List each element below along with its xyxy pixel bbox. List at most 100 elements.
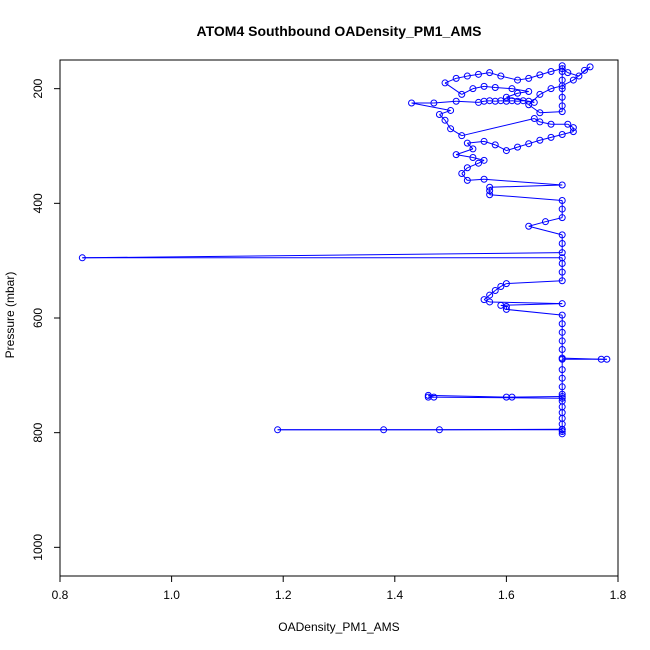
x-tick-label: 1.4 <box>386 588 403 602</box>
data-point <box>558 131 566 139</box>
data-point <box>514 143 522 151</box>
data-point <box>558 231 566 239</box>
series-line-segment <box>528 139 541 145</box>
data-point <box>486 69 494 77</box>
series-line-segment <box>539 136 552 141</box>
data-point <box>558 76 566 84</box>
data-point <box>558 374 566 382</box>
data-point <box>558 102 566 110</box>
data-point <box>569 124 577 132</box>
data-point <box>78 254 86 262</box>
series-line-layer <box>82 65 607 434</box>
data-point <box>547 67 555 75</box>
series-line-segment <box>478 72 490 75</box>
data-point <box>536 136 544 144</box>
x-tick-label: 0.8 <box>52 588 69 602</box>
data-point <box>452 151 460 159</box>
data-point <box>558 277 566 285</box>
data-point <box>564 120 572 128</box>
data-point <box>558 393 566 401</box>
y-tick-label: 400 <box>31 193 45 213</box>
series-line-segment <box>461 167 468 174</box>
data-point <box>558 214 566 222</box>
data-point <box>463 164 471 172</box>
data-point <box>514 76 522 84</box>
data-point <box>558 346 566 354</box>
data-point <box>558 366 566 374</box>
series-line-segment <box>539 70 552 76</box>
data-point <box>497 282 505 290</box>
data-point <box>452 74 460 82</box>
data-point <box>558 249 566 257</box>
data-point <box>525 222 533 230</box>
series-line-segment <box>500 303 563 306</box>
series-line-segment <box>456 100 479 103</box>
data-point <box>435 110 443 118</box>
series-line-segment <box>562 131 574 136</box>
data-point <box>497 301 505 309</box>
series-line-segment <box>483 140 496 146</box>
data-point <box>424 391 432 399</box>
data-point <box>463 139 471 147</box>
data-point <box>502 93 510 101</box>
data-point <box>502 147 510 155</box>
data-point <box>569 128 577 136</box>
series-line-segment <box>506 280 563 285</box>
series-line-segment <box>539 111 563 114</box>
data-point <box>575 72 583 80</box>
series-line-segment <box>528 225 563 236</box>
data-point <box>558 85 566 93</box>
data-point <box>435 426 443 434</box>
data-point <box>558 320 566 328</box>
data-point <box>558 354 566 362</box>
y-axis: 200 400 600 800 1000 <box>31 78 61 561</box>
data-point <box>491 286 499 294</box>
series-line-segment <box>472 156 485 161</box>
data-point <box>486 187 494 195</box>
data-point <box>558 181 566 189</box>
data-point <box>441 116 449 124</box>
y-tick-label: 1000 <box>31 534 45 561</box>
series-line-segment <box>489 72 501 77</box>
series-line-segment <box>439 109 451 115</box>
data-point <box>486 183 494 191</box>
data-point <box>469 85 477 93</box>
data-point <box>458 170 466 178</box>
data-point <box>502 305 510 313</box>
data-point <box>536 109 544 117</box>
data-point <box>274 426 282 434</box>
series-line-segment <box>550 134 563 138</box>
series-line-segment <box>450 128 463 137</box>
data-point <box>458 132 466 140</box>
series-line-segment <box>82 252 563 259</box>
data-point <box>558 205 566 213</box>
data-point <box>508 393 516 401</box>
series-line-segment <box>489 184 563 188</box>
series-line-segment <box>511 396 563 398</box>
y-tick-label: 200 <box>31 78 45 98</box>
series-line-segment <box>456 75 468 79</box>
series-line-segment <box>484 85 496 89</box>
data-point <box>558 383 566 391</box>
data-point <box>558 425 566 433</box>
data-point <box>469 145 477 153</box>
data-point <box>491 84 499 92</box>
data-point <box>536 118 544 126</box>
data-point <box>441 79 449 87</box>
chart-title: ATOM4 Southbound OADensity_PM1_AMS <box>197 23 482 39</box>
data-point <box>447 125 455 133</box>
series-line-segment <box>506 146 518 152</box>
series-line-segment <box>517 77 529 81</box>
data-point <box>486 191 494 199</box>
series-line-segment <box>428 394 507 398</box>
data-point <box>569 76 577 84</box>
data-point <box>469 153 477 161</box>
series-line-segment <box>506 92 518 98</box>
y-tick-label: 600 <box>31 308 45 328</box>
data-point <box>463 176 471 184</box>
data-point <box>541 218 549 226</box>
series-line-segment <box>506 308 563 316</box>
data-point <box>475 70 482 78</box>
data-point <box>558 390 566 398</box>
